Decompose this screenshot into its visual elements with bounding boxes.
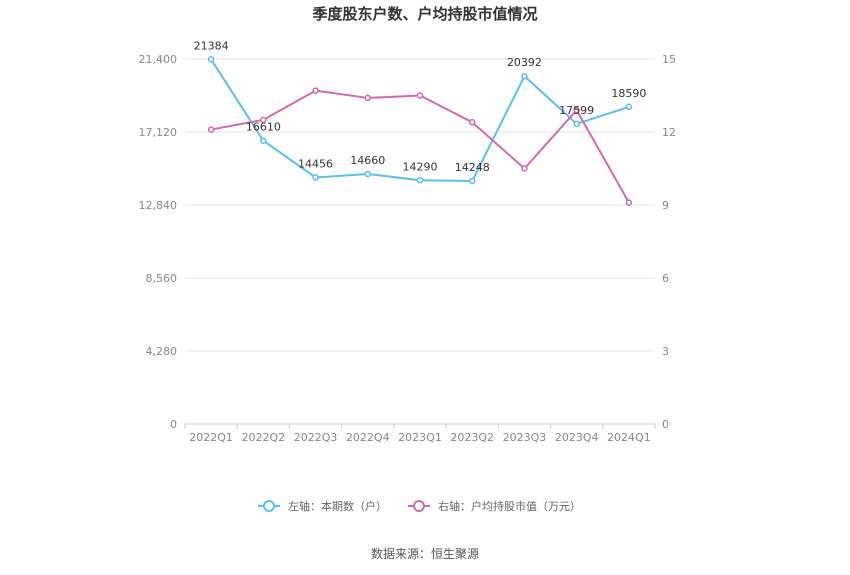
x-tick-label: 2022Q3 (294, 431, 338, 444)
data-point (312, 174, 319, 181)
data-point (364, 94, 372, 102)
data-point (207, 56, 215, 63)
x-tick-label: 2023Q2 (450, 431, 494, 444)
data-point (312, 87, 319, 94)
x-tick-label: 2022Q2 (242, 431, 286, 444)
source-note: 数据来源：恒生聚源 (371, 546, 479, 561)
legend-label: 右轴：户均持股市值（万元） (438, 499, 581, 513)
data-point (416, 177, 424, 184)
legend-marker (263, 500, 275, 512)
data-label: 18590 (611, 87, 646, 100)
x-tick-label: 2023Q3 (503, 431, 547, 444)
x-tick-label: 2023Q1 (398, 431, 442, 444)
x-tick-label: 2023Q4 (555, 431, 599, 444)
data-point (625, 103, 633, 111)
data-point (468, 119, 476, 126)
data-point (260, 137, 267, 144)
data-point (521, 72, 528, 80)
series-2 (207, 87, 633, 206)
left-axis-ticks: 0 4,280 8,560 12,840 17,120 21,400 (139, 53, 178, 431)
data-point (573, 106, 580, 114)
data-label: 20392 (507, 56, 542, 69)
left-tick-label: 17,120 (139, 126, 178, 139)
right-tick-label: 12 (662, 126, 676, 139)
right-tick-label: 15 (662, 53, 676, 66)
data-point (468, 177, 476, 185)
data-label: 21384 (194, 39, 229, 52)
left-tick-label: 8,560 (146, 272, 178, 285)
x-tick-label: 2022Q4 (346, 431, 390, 444)
data-label: 17599 (559, 104, 594, 117)
legend-item[interactable]: 左轴：本期数（户） (258, 499, 387, 513)
right-axis-ticks: 0 3 6 9 12 15 (662, 53, 676, 431)
data-label: 14660 (350, 154, 385, 167)
x-axis-ticks: 2022Q1 2022Q2 2022Q3 2022Q4 2023Q1 2023Q2 2023… (184, 424, 656, 444)
right-tick-label: 0 (662, 418, 669, 431)
series-layer: 21384 16610 14456 14660 14290 14248 20392 17599… (194, 39, 647, 206)
right-tick-label: 3 (662, 345, 669, 358)
x-tick-label: 2024Q1 (607, 431, 651, 444)
right-tick-label: 6 (662, 272, 669, 285)
data-point (416, 92, 424, 99)
legend-label: 左轴：本期数（户） (288, 499, 387, 513)
data-point (521, 165, 528, 172)
left-tick-label: 21,400 (139, 53, 178, 66)
data-label: 14290 (403, 160, 438, 173)
left-tick-label: 4,280 (146, 345, 178, 358)
data-point (625, 199, 633, 206)
data-label: 14248 (455, 161, 490, 174)
left-tick-label: 0 (170, 418, 177, 431)
series-1-labels: 21384 16610 14456 14660 14290 14248 20392 17599… (194, 39, 647, 174)
x-tick-label: 2022Q1 (189, 431, 233, 444)
series-1 (207, 56, 633, 185)
data-point (573, 120, 580, 128)
left-tick-label: 12,840 (139, 199, 178, 212)
right-tick-label: 9 (662, 199, 669, 212)
legend[interactable]: 左轴：本期数（户） 右轴：户均持股市值（万元） (258, 499, 581, 513)
legend-item[interactable]: 右轴：户均持股市值（万元） (408, 499, 581, 513)
chart-title: 季度股东户数、户均持股市值情况 (312, 5, 537, 23)
grid (185, 58, 655, 425)
data-point (364, 170, 372, 178)
data-point (260, 116, 267, 124)
data-point (207, 126, 215, 133)
data-label: 16610 (246, 121, 281, 134)
data-label: 14456 (298, 157, 333, 170)
legend-marker (413, 500, 425, 512)
